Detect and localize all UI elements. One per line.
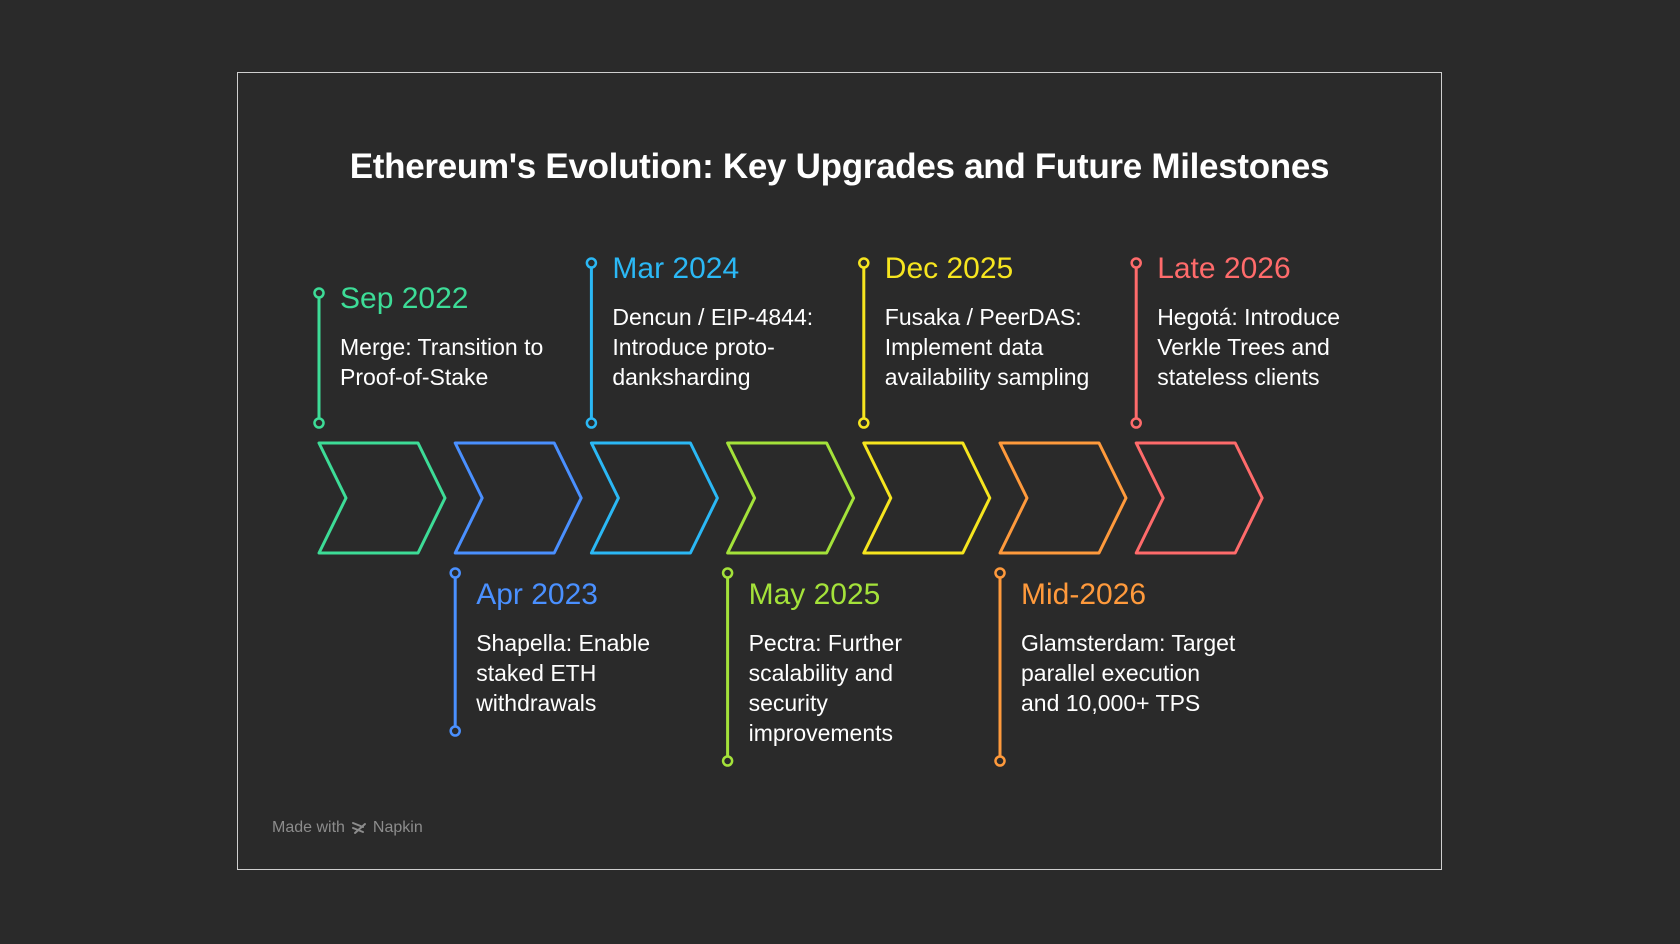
chevron-7 [1134,441,1264,555]
marker-dot-6-end [994,755,1006,767]
milestone-description: Shapella: Enable staked ETH withdrawals [476,630,651,716]
marker-dot-3-start [585,257,598,269]
chevron-6 [998,441,1128,555]
marker-dot-6-start [994,567,1006,579]
credit-brand: Napkin [372,819,423,836]
chevron-4 [726,441,856,555]
marker-dot-4-start [721,567,734,579]
milestone-description: Merge: Transition to Proof-of-Stake [340,334,544,390]
marker-dot-2-start [449,567,461,579]
marker-dot-7-start [1130,257,1142,269]
marker-dot-4-end [721,755,734,767]
milestone-date: Mar 2024 [612,252,740,285]
marker-dot-1-end [313,417,325,429]
milestone-description: Hegotá: Introduce Verkle Trees and state… [1157,304,1341,390]
milestone-date: Sep 2022 [340,282,469,315]
timeline [313,257,1264,767]
chevron-3 [589,441,719,555]
marker-dot-3-end [585,417,598,429]
milestone-date: Apr 2023 [476,578,598,611]
credit-prefix: Made with [272,819,345,836]
milestone-date: Late 2026 [1157,252,1291,285]
diagram-frame: Ethereum's Evolution: Key Upgrades and F… [237,72,1442,870]
marker-dot-2-end [449,725,461,737]
marker-dot-7-end [1130,417,1142,429]
milestone-date: Dec 2025 [884,252,1014,285]
marker-dot-5-start [858,257,870,269]
milestone-description: Pectra: Further scalability and security… [748,630,902,746]
milestone-description: Dencun / EIP-4844: Introduce proto-danks… [612,304,814,390]
napkin-logo-icon [351,822,366,834]
chevron-5 [862,441,992,555]
diagram-title: Ethereum's Evolution: Key Upgrades and F… [349,147,1330,186]
milestone-date: Mid-2026 [1021,578,1147,611]
marker-dot-1-start [313,287,325,299]
milestone-description: Fusaka / PeerDAS: Implement data availab… [884,304,1090,390]
milestone-description: Glamsterdam: Target parallel execution a… [1021,630,1236,716]
marker-dot-5-end [858,417,870,429]
chevron-2 [453,441,583,555]
milestone-date: May 2025 [748,578,881,611]
made-with-credit[interactable]: Made with Napkin [272,819,423,837]
chevron-1 [317,441,447,555]
